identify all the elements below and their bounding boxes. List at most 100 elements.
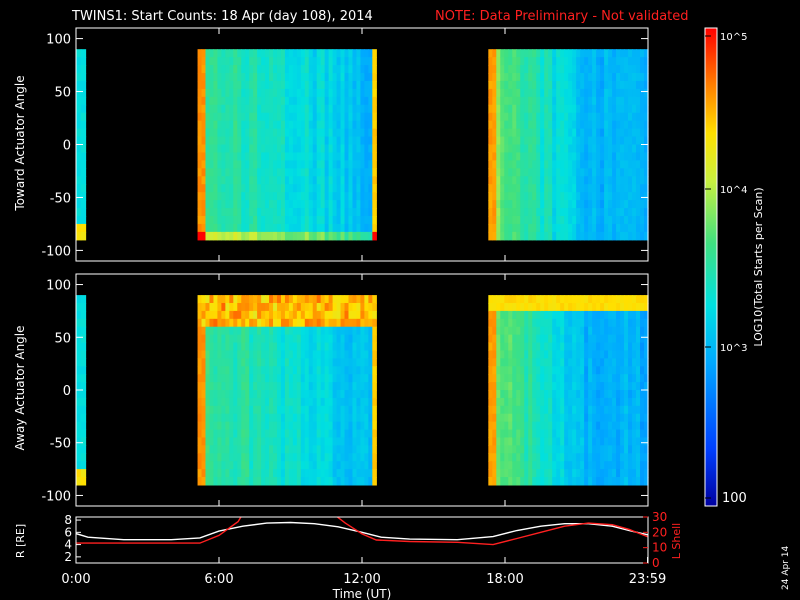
heatmap-cell bbox=[492, 152, 497, 161]
heatmap-cell bbox=[296, 223, 302, 233]
heatmap-cell bbox=[572, 429, 577, 439]
heatmap-cell bbox=[504, 208, 509, 217]
heatmap-cell bbox=[564, 310, 569, 320]
heatmap-cell bbox=[580, 310, 585, 320]
heatmap-cell bbox=[368, 168, 373, 177]
heatmap-cell bbox=[372, 342, 377, 352]
heatmap-cell bbox=[372, 200, 377, 209]
heatmap-cell bbox=[265, 318, 270, 328]
heatmap-cell bbox=[568, 429, 573, 439]
heatmap-cell bbox=[540, 421, 545, 431]
heatmap-cell bbox=[304, 318, 310, 328]
heatmap-cell bbox=[217, 223, 222, 233]
heatmap-cell bbox=[508, 73, 513, 82]
heatmap-cell bbox=[512, 421, 517, 431]
heatmap-cell bbox=[344, 374, 350, 383]
heatmap-cell bbox=[261, 160, 266, 169]
heatmap-cell bbox=[604, 120, 609, 130]
heatmap-cell bbox=[544, 128, 549, 138]
heatmap-cell bbox=[504, 192, 509, 201]
heatmap-cell bbox=[600, 80, 605, 90]
heatmap-cell bbox=[548, 453, 553, 462]
heatmap-cell bbox=[592, 49, 597, 58]
heatmap-cell bbox=[608, 453, 613, 462]
heatmap-cell bbox=[532, 144, 537, 154]
heatmap-cell bbox=[556, 413, 561, 423]
heatmap-cell bbox=[324, 295, 330, 304]
heatmap-cell bbox=[640, 231, 645, 241]
heatmap-cell bbox=[540, 429, 545, 439]
heatmap-cell bbox=[292, 461, 298, 470]
heatmap-cell bbox=[624, 160, 629, 169]
heatmap-cell bbox=[504, 366, 509, 375]
heatmap-cell bbox=[308, 65, 314, 74]
heatmap-cell bbox=[356, 477, 362, 486]
heatmap-cell bbox=[201, 215, 207, 225]
heatmap-cell bbox=[332, 374, 338, 383]
heatmap-cell bbox=[548, 334, 553, 344]
heatmap-cell bbox=[644, 334, 649, 344]
heatmap-cell bbox=[332, 358, 338, 367]
heatmap-cell bbox=[352, 358, 358, 367]
heatmap-cell bbox=[504, 176, 509, 185]
heatmap-cell bbox=[524, 231, 529, 241]
heatmap-cell bbox=[520, 405, 525, 415]
heatmap-cell bbox=[276, 413, 282, 423]
heatmap-segment bbox=[488, 295, 649, 486]
heatmap-cell bbox=[320, 437, 326, 446]
heatmap-cell bbox=[360, 303, 365, 312]
heatmap-cell bbox=[372, 461, 377, 470]
heatmap-cell bbox=[516, 437, 521, 446]
heatmap-cell bbox=[257, 152, 262, 161]
heatmap-cell bbox=[604, 208, 609, 217]
heatmap-cell bbox=[604, 49, 609, 58]
heatmap-cell bbox=[364, 318, 369, 328]
heatmap-cell bbox=[532, 334, 537, 344]
heatmap-cell bbox=[628, 421, 633, 431]
heatmap-cell bbox=[524, 477, 529, 486]
heatmap-cell bbox=[488, 421, 493, 431]
heatmap-cell bbox=[304, 477, 310, 486]
heatmap-cell bbox=[536, 382, 541, 391]
heatmap-cell bbox=[500, 421, 505, 431]
heatmap-cell bbox=[80, 231, 87, 241]
heatmap-cell bbox=[516, 128, 521, 138]
heatmap-cell bbox=[249, 310, 254, 320]
heatmap-cell bbox=[340, 128, 346, 138]
heatmap-cell bbox=[544, 342, 549, 352]
heatmap-cell bbox=[596, 326, 601, 336]
heatmap-cell bbox=[564, 192, 569, 201]
heatmap-cell bbox=[261, 405, 266, 415]
heatmap-cell bbox=[316, 342, 322, 352]
heatmap-cell bbox=[324, 326, 330, 336]
heatmap-cell bbox=[276, 382, 282, 391]
heatmap-cell bbox=[288, 208, 294, 217]
heatmap-cell bbox=[241, 88, 246, 98]
heatmap-cell bbox=[564, 429, 569, 439]
heatmap-cell bbox=[249, 120, 254, 130]
heatmap-cell bbox=[332, 295, 338, 304]
heatmap-cell bbox=[628, 192, 633, 201]
heatmap-cell bbox=[328, 96, 334, 106]
heatmap-cell bbox=[488, 445, 493, 454]
heatmap-cell bbox=[588, 152, 593, 161]
heatmap-cell bbox=[632, 57, 637, 66]
heatmap-cell bbox=[217, 176, 222, 185]
heatmap-cell bbox=[320, 295, 326, 304]
heatmap-cell bbox=[632, 342, 637, 352]
heatmap-cell bbox=[532, 437, 537, 446]
heatmap-cell bbox=[213, 310, 219, 320]
heatmap-cell bbox=[636, 88, 641, 98]
heatmap-cell bbox=[265, 295, 270, 304]
heatmap-cell bbox=[273, 73, 278, 82]
heatmap-cell bbox=[80, 88, 87, 98]
heatmap-cell bbox=[300, 65, 306, 74]
heatmap-cell bbox=[640, 366, 645, 375]
heatmap-cell bbox=[492, 295, 497, 304]
heatmap-cell bbox=[528, 215, 533, 225]
heatmap-cell bbox=[340, 49, 346, 58]
heatmap-cell bbox=[612, 168, 617, 177]
heatmap-cell bbox=[76, 96, 82, 106]
heatmap-cell bbox=[265, 215, 270, 225]
heatmap-cell bbox=[229, 295, 234, 304]
